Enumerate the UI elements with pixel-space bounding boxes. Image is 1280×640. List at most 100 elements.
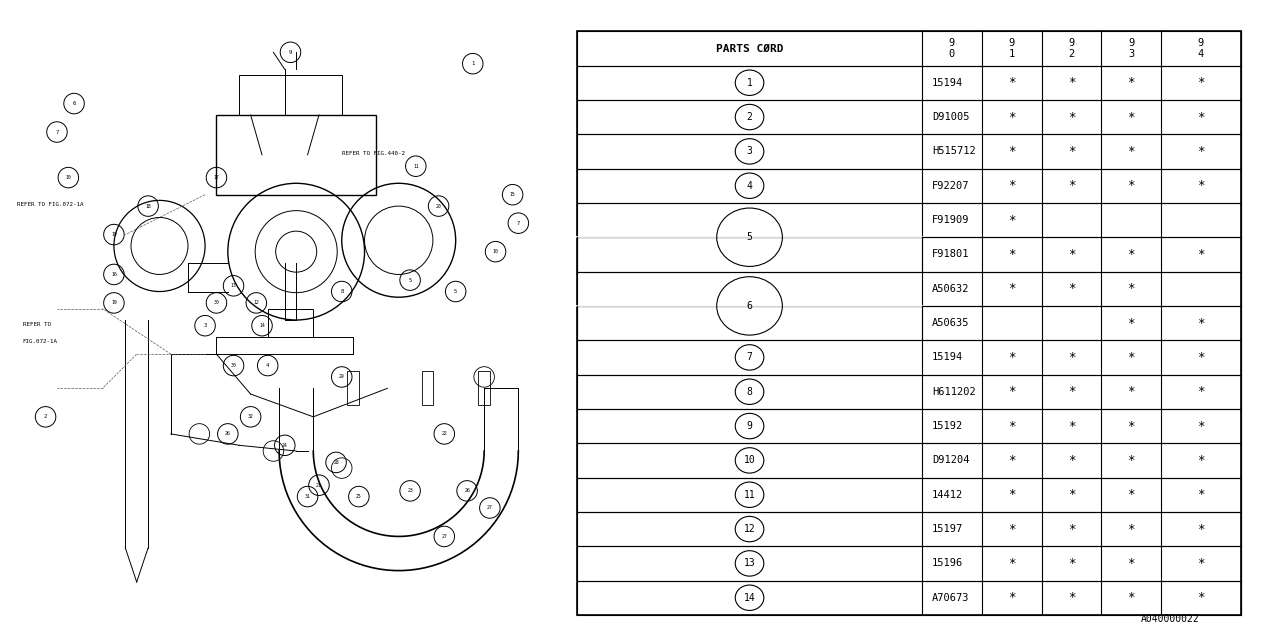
Text: A040000022: A040000022 — [1140, 614, 1199, 624]
Text: *: * — [1007, 488, 1015, 501]
Text: *: * — [1197, 557, 1204, 570]
Text: *: * — [1068, 111, 1075, 124]
Bar — [421, 371, 433, 406]
Text: 3: 3 — [204, 323, 206, 328]
Text: 6: 6 — [73, 101, 76, 106]
Text: *: * — [1197, 385, 1204, 398]
Text: *: * — [1128, 454, 1135, 467]
Text: 4: 4 — [266, 363, 269, 368]
Text: H611202: H611202 — [932, 387, 975, 397]
Bar — [577, 100, 1240, 134]
Text: 10: 10 — [493, 249, 498, 254]
Text: 8: 8 — [340, 289, 343, 294]
Text: *: * — [1068, 557, 1075, 570]
Text: 22: 22 — [442, 431, 447, 436]
Bar — [577, 237, 1240, 271]
Text: 15: 15 — [509, 192, 516, 197]
Text: 1: 1 — [471, 61, 475, 66]
Text: 4: 4 — [746, 180, 753, 191]
Text: REFER TO FIG.072-1A: REFER TO FIG.072-1A — [17, 202, 83, 207]
Bar — [347, 371, 358, 406]
Text: 19: 19 — [111, 232, 116, 237]
Text: *: * — [1007, 248, 1015, 261]
Text: 8: 8 — [746, 387, 753, 397]
Text: 30: 30 — [230, 363, 237, 368]
Bar — [268, 308, 314, 337]
Text: 12: 12 — [744, 524, 755, 534]
Text: *: * — [1197, 76, 1204, 89]
Text: 2: 2 — [746, 112, 753, 122]
Bar — [577, 306, 1240, 340]
Bar — [577, 65, 1240, 100]
Text: *: * — [1128, 523, 1135, 536]
Text: 7: 7 — [55, 129, 59, 134]
Text: *: * — [1007, 385, 1015, 398]
Bar — [577, 374, 1240, 409]
Text: 29: 29 — [339, 374, 344, 380]
Bar — [577, 547, 1240, 580]
Text: *: * — [1128, 385, 1135, 398]
Text: 15194: 15194 — [932, 77, 964, 88]
Text: 9
4: 9 4 — [1198, 38, 1204, 59]
Text: 17: 17 — [214, 175, 219, 180]
Text: 27: 27 — [486, 506, 493, 511]
Text: 11: 11 — [744, 490, 755, 500]
Text: 9
2: 9 2 — [1069, 38, 1074, 59]
Text: 9
0: 9 0 — [948, 38, 955, 59]
Text: REFER TO: REFER TO — [23, 322, 51, 326]
Text: F91909: F91909 — [932, 215, 969, 225]
Text: *: * — [1068, 385, 1075, 398]
Text: *: * — [1007, 557, 1015, 570]
Text: *: * — [1007, 179, 1015, 192]
Text: *: * — [1128, 145, 1135, 158]
Text: *: * — [1007, 76, 1015, 89]
Text: *: * — [1068, 488, 1075, 501]
Text: *: * — [1197, 488, 1204, 501]
Text: *: * — [1128, 317, 1135, 330]
Bar — [577, 31, 1240, 65]
Text: 21: 21 — [316, 483, 321, 488]
Text: *: * — [1128, 591, 1135, 604]
Text: *: * — [1197, 523, 1204, 536]
Text: H515712: H515712 — [932, 147, 975, 156]
Text: *: * — [1197, 179, 1204, 192]
Text: 28: 28 — [333, 460, 339, 465]
Bar — [577, 168, 1240, 203]
Bar — [479, 371, 490, 406]
Text: 2: 2 — [44, 414, 47, 419]
Text: 18: 18 — [145, 204, 151, 209]
Text: *: * — [1007, 214, 1015, 227]
Text: *: * — [1197, 351, 1204, 364]
Text: 32: 32 — [248, 414, 253, 419]
Text: *: * — [1068, 523, 1075, 536]
Text: *: * — [1197, 420, 1204, 433]
Text: *: * — [1197, 454, 1204, 467]
Text: *: * — [1007, 454, 1015, 467]
Text: 10: 10 — [744, 456, 755, 465]
Text: 14: 14 — [744, 593, 755, 603]
Text: 20: 20 — [435, 204, 442, 209]
Text: A50632: A50632 — [932, 284, 969, 294]
Text: *: * — [1128, 420, 1135, 433]
Text: *: * — [1068, 591, 1075, 604]
Text: 13: 13 — [230, 284, 237, 289]
Text: *: * — [1068, 454, 1075, 467]
Text: 16: 16 — [111, 272, 116, 277]
Bar — [577, 271, 1240, 306]
Bar — [577, 409, 1240, 444]
Text: D91204: D91204 — [932, 456, 969, 465]
Text: *: * — [1068, 351, 1075, 364]
Text: 7: 7 — [746, 353, 753, 362]
Text: 9
3: 9 3 — [1128, 38, 1134, 59]
Text: 30: 30 — [214, 300, 219, 305]
Text: 3: 3 — [746, 147, 753, 156]
Text: *: * — [1007, 282, 1015, 295]
Bar — [216, 115, 376, 195]
Text: *: * — [1007, 145, 1015, 158]
Bar — [577, 512, 1240, 547]
Text: 1: 1 — [746, 77, 753, 88]
Text: 9: 9 — [289, 50, 292, 55]
Text: 15194: 15194 — [932, 353, 964, 362]
Text: *: * — [1197, 248, 1204, 261]
Text: *: * — [1007, 523, 1015, 536]
